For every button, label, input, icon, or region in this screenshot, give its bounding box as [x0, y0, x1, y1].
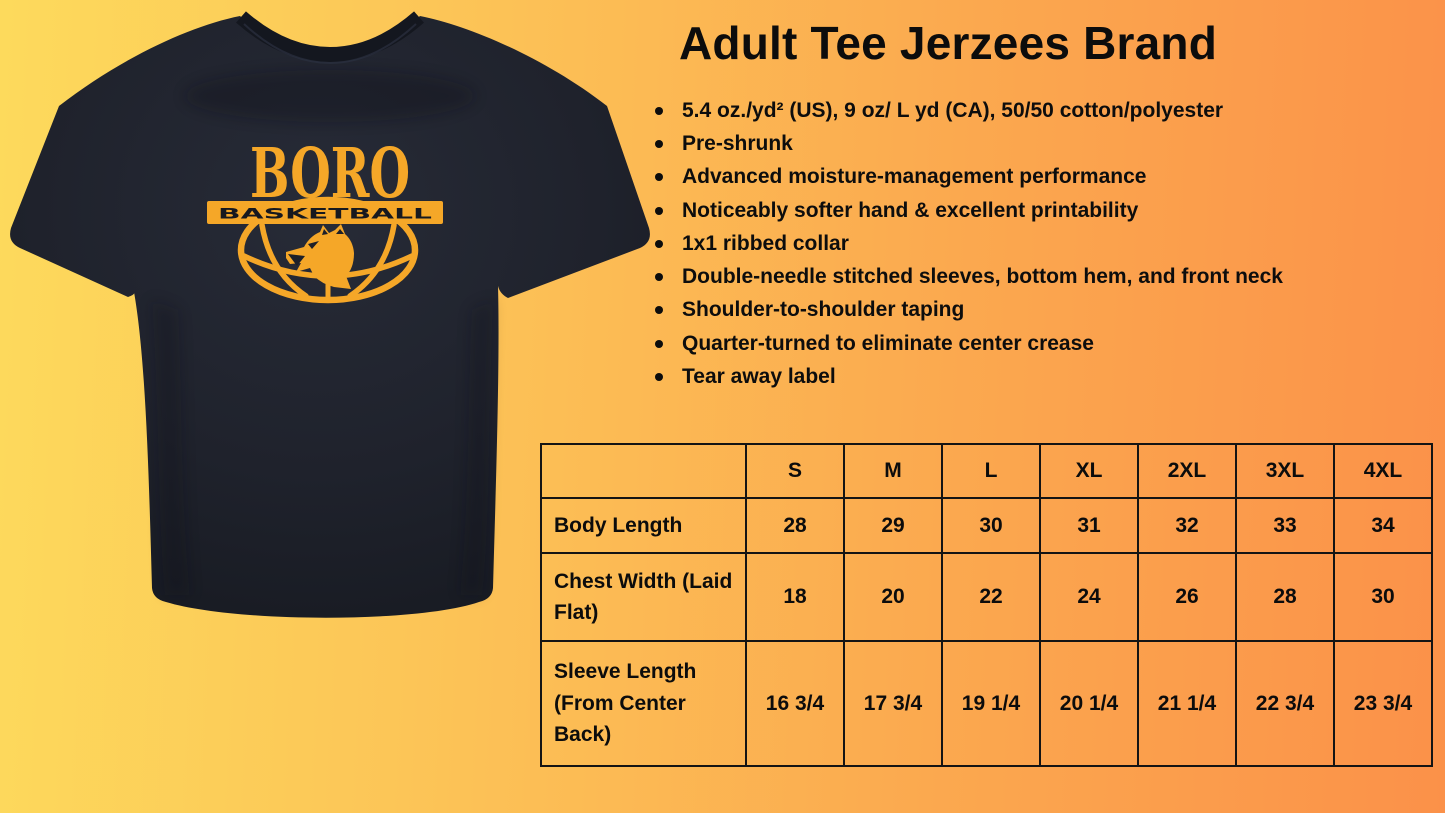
cell: 29 [843, 497, 943, 554]
col-header: 2XL [1137, 443, 1237, 499]
tshirt-product-photo: BORO BASKETBALL [10, 11, 650, 618]
cell: 22 [941, 552, 1041, 642]
cell: 16 3/4 [745, 640, 845, 767]
col-header: S [745, 443, 845, 499]
panther-icon [286, 224, 354, 289]
col-header: 3XL [1235, 443, 1335, 499]
cell: 30 [941, 497, 1041, 554]
feature-item: Quarter-turned to eliminate center creas… [652, 327, 1422, 360]
bullet-icon [655, 273, 663, 282]
table-row-sleeve-length: Sleeve Length (From Center Back) 16 3/4 … [540, 640, 1433, 767]
col-header: 4XL [1333, 443, 1433, 499]
left-fold-shadow [152, 300, 190, 595]
bullet-icon [655, 139, 663, 148]
feature-item: Pre-shrunk [652, 127, 1422, 160]
bullet-icon [655, 206, 663, 215]
feature-item: Noticeably softer hand & excellent print… [652, 194, 1422, 227]
feature-item: Advanced moisture-management performance [652, 161, 1422, 194]
cell: 28 [745, 497, 845, 554]
feature-list: 5.4 oz./yd² (US), 9 oz/ L yd (CA), 50/50… [652, 94, 1422, 394]
collar [236, 11, 424, 62]
feature-text: Shoulder-to-shoulder taping [682, 298, 965, 322]
page-title: Adult Tee Jerzees Brand [679, 17, 1218, 69]
row-label: Chest Width (Laid Flat) [540, 552, 747, 642]
cell: 22 3/4 [1235, 640, 1335, 767]
cell: 20 [843, 552, 943, 642]
col-header: XL [1039, 443, 1139, 499]
col-header: L [941, 443, 1041, 499]
bullet-icon [655, 106, 663, 115]
feature-text: Tear away label [682, 365, 836, 389]
collar-seam [243, 23, 417, 64]
cell: 19 1/4 [941, 640, 1041, 767]
table-row-body-length: Body Length 28 29 30 31 32 33 34 [540, 497, 1433, 554]
logo-banner [207, 201, 443, 224]
row-label: Body Length [540, 497, 747, 554]
cell: 32 [1137, 497, 1237, 554]
cell: 30 [1333, 552, 1433, 642]
feature-text: Advanced moisture-management performance [682, 165, 1147, 189]
table-row-chest-width: Chest Width (Laid Flat) 18 20 22 24 26 2… [540, 552, 1433, 642]
collar-shadow [185, 70, 475, 122]
feature-text: Noticeably softer hand & excellent print… [682, 198, 1139, 222]
feature-item: Tear away label [652, 360, 1422, 393]
feature-text: Quarter-turned to eliminate center creas… [682, 331, 1094, 355]
feature-item: 1x1 ribbed collar [652, 227, 1422, 260]
size-chart-table: S M L XL 2XL 3XL 4XL Body Length 28 29 3… [540, 443, 1433, 767]
bullet-icon [655, 373, 663, 382]
cell: 26 [1137, 552, 1237, 642]
bullet-icon [655, 306, 663, 315]
right-fold-shadow [460, 300, 493, 595]
corner-cell [540, 443, 747, 499]
cell: 20 1/4 [1039, 640, 1139, 767]
bullet-icon [655, 339, 663, 348]
feature-item: Shoulder-to-shoulder taping [652, 294, 1422, 327]
cell: 21 1/4 [1137, 640, 1237, 767]
row-label: Sleeve Length (From Center Back) [540, 640, 747, 767]
feature-text: 1x1 ribbed collar [682, 231, 849, 255]
feature-item: Double-needle stitched sleeves, bottom h… [652, 260, 1422, 293]
cell: 31 [1039, 497, 1139, 554]
logo-team-text: BORO [250, 134, 410, 214]
size-chart-header-row: S M L XL 2XL 3XL 4XL [540, 443, 1433, 499]
feature-text: Double-needle stitched sleeves, bottom h… [682, 265, 1283, 289]
cell: 33 [1235, 497, 1335, 554]
logo-banner-text: BASKETBALL [218, 207, 432, 223]
feature-item: 5.4 oz./yd² (US), 9 oz/ L yd (CA), 50/50… [652, 94, 1422, 127]
cell: 34 [1333, 497, 1433, 554]
cell: 18 [745, 552, 845, 642]
cell: 23 3/4 [1333, 640, 1433, 767]
feature-text: 5.4 oz./yd² (US), 9 oz/ L yd (CA), 50/50… [682, 98, 1224, 122]
col-header: M [843, 443, 943, 499]
cell: 17 3/4 [843, 640, 943, 767]
bullet-icon [655, 173, 663, 182]
feature-text: Pre-shrunk [682, 131, 793, 155]
bullet-icon [655, 239, 663, 248]
cell: 28 [1235, 552, 1335, 642]
cell: 24 [1039, 552, 1139, 642]
